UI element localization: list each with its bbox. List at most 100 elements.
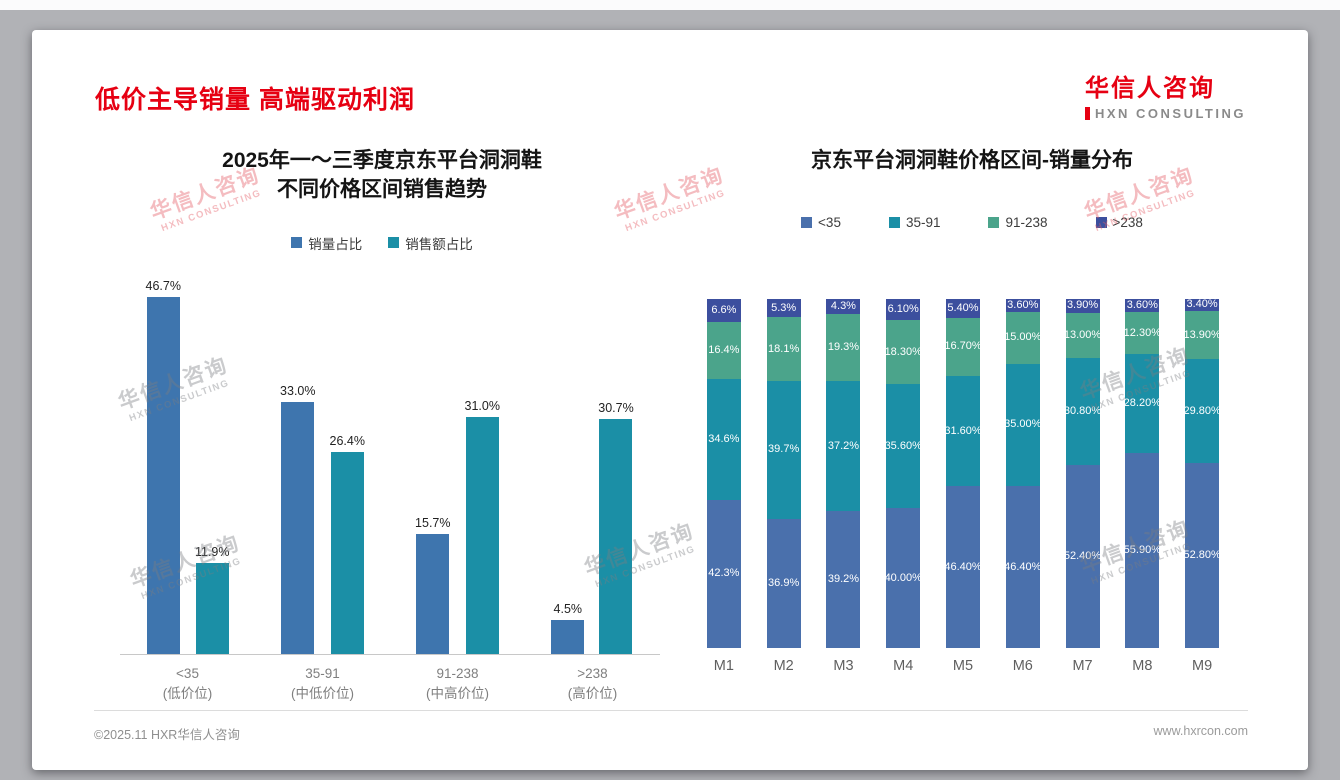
trend-chart-title-line2: 不同价格区间销售趋势 xyxy=(277,178,487,202)
logo-cn-text: 华信人咨询 xyxy=(1084,75,1215,102)
stack-column: 3.40% 13.90% 29.80% 52.80% M9 xyxy=(1172,299,1232,674)
legend-swatch xyxy=(888,217,900,229)
stack-column: 3.90% 13.00% 30.80% 52.40% M7 xyxy=(1053,299,1113,674)
segment-value-label: 40.00% xyxy=(886,571,921,584)
company-logo: 华信人咨询 HXN CONSULTING xyxy=(1084,68,1246,121)
bar xyxy=(465,417,499,654)
category-tier: (高价位) xyxy=(567,686,618,702)
stack: 3.60% 12.30% 28.20% 55.90% xyxy=(1125,299,1160,648)
segment-value-label: 36.9% xyxy=(768,577,800,590)
bar-value-label: 33.0% xyxy=(280,383,316,398)
logo-red-bar-icon xyxy=(1084,107,1090,120)
bar xyxy=(195,563,229,654)
month-label: M1 xyxy=(713,658,734,674)
category-tier: (低价位) xyxy=(162,686,213,702)
segment-value-label: 13.90% xyxy=(1185,328,1220,341)
legend-swatch xyxy=(1095,217,1107,229)
stack: 6.6% 16.4% 34.6% 42.3% xyxy=(706,299,741,648)
stack-column: 5.3% 18.1% 39.7% 36.9% M2 xyxy=(754,299,814,674)
stack-segment: 16.70% xyxy=(945,317,980,377)
trend-legend: 销量占比 销售额占比 xyxy=(92,233,672,253)
month-label: M2 xyxy=(773,658,794,674)
stack-segment: 15.00% xyxy=(1005,311,1040,364)
segment-value-label: 39.2% xyxy=(827,573,860,586)
segment-value-label: 31.60% xyxy=(945,424,980,437)
segment-value-label: 42.3% xyxy=(708,567,740,580)
stack-segment: 37.2% xyxy=(826,381,861,512)
segment-value-label: 4.3% xyxy=(830,300,856,312)
segment-value-label: 16.70% xyxy=(945,340,980,353)
stack-column: 3.60% 12.30% 28.20% 55.90% M8 xyxy=(1112,299,1172,674)
bar-wrap: 26.4% xyxy=(330,434,365,654)
stack-segment: 13.90% xyxy=(1185,310,1220,360)
stack-segment: 31.60% xyxy=(945,376,980,487)
stack-segment: 42.3% xyxy=(706,500,741,648)
stack-column: 4.3% 19.3% 37.2% 39.2% M3 xyxy=(814,299,874,674)
segment-value-label: 15.00% xyxy=(1005,331,1040,344)
stack-segment: 3.60% xyxy=(1005,299,1040,312)
bar-group: 33.0% 26.4% xyxy=(255,272,390,655)
stack-segment: 3.60% xyxy=(1125,299,1160,312)
stack-segment: 6.6% xyxy=(706,299,741,323)
stack-segment: 52.80% xyxy=(1185,463,1220,648)
legend-item: >238 xyxy=(1095,215,1143,231)
stack-segment: 3.40% xyxy=(1185,299,1220,311)
segment-value-label: 19.3% xyxy=(827,341,860,354)
category-tier: (中低价位) xyxy=(291,686,354,702)
bar xyxy=(146,297,180,654)
legend-label: >238 xyxy=(1112,215,1143,231)
trend-chart-title-line1: 2025年一～三季度京东平台洞洞鞋 xyxy=(222,149,542,172)
stack-segment: 6.10% xyxy=(886,299,921,321)
legend-label: 35-91 xyxy=(905,215,941,231)
bar xyxy=(281,401,315,654)
stack-segment: 3.90% xyxy=(1065,299,1100,313)
stack: 5.40% 16.70% 31.60% 46.40% xyxy=(945,299,980,648)
legend-item: 91-238 xyxy=(988,215,1048,230)
category-range: 91-238 xyxy=(436,666,479,681)
stack-segment: 39.7% xyxy=(766,380,801,520)
segment-value-label: 3.60% xyxy=(1007,299,1039,311)
stack-segment: 36.9% xyxy=(766,519,801,648)
bar-wrap: 46.7% xyxy=(146,279,181,654)
segment-value-label: 37.2% xyxy=(827,439,860,452)
legend-swatch xyxy=(801,217,813,229)
segment-value-label: 39.7% xyxy=(768,443,800,456)
bar-value-label: 11.9% xyxy=(194,545,230,560)
segment-value-label: 18.1% xyxy=(768,342,800,355)
bar-wrap: 4.5% xyxy=(551,601,585,654)
category-range: <35 xyxy=(176,666,199,681)
segment-value-label: 3.90% xyxy=(1066,299,1099,312)
footer-copyright: ©2025.11 HXR华信人咨询 xyxy=(94,728,240,742)
stack: 5.3% 18.1% 39.7% 36.9% xyxy=(766,299,801,648)
logo-en-text: HXN CONSULTING xyxy=(1094,106,1246,121)
segment-value-label: 30.80% xyxy=(1065,405,1100,418)
segment-value-label: 13.00% xyxy=(1065,328,1100,341)
bar xyxy=(330,452,364,654)
legend-item: 销售额占比 xyxy=(388,233,473,253)
bar xyxy=(551,619,585,654)
segment-value-label: 16.4% xyxy=(708,344,740,357)
legend-item: <35 xyxy=(801,215,841,230)
category-label: >238 (高价位) xyxy=(525,655,660,705)
segment-value-label: 28.20% xyxy=(1125,397,1160,410)
legend-label: 销售额占比 xyxy=(405,236,473,252)
stack: 3.60% 15.00% 35.00% 46.40% xyxy=(1005,299,1040,648)
bar-value-label: 15.7% xyxy=(415,516,451,531)
page-title: 低价主导销量 高端驱动利润 xyxy=(95,86,415,114)
distribution-chart-title: 京东平台洞洞鞋价格区间-销量分布 xyxy=(811,149,1133,172)
stack-segment: 34.6% xyxy=(706,379,741,501)
footer-website: www.hxrcon.com xyxy=(1153,724,1248,738)
month-label: M4 xyxy=(893,658,914,674)
category-tier: (中高价位) xyxy=(426,686,489,702)
category-range: 35-91 xyxy=(305,666,340,681)
bar-value-label: 4.5% xyxy=(553,601,583,616)
stack-segment: 16.4% xyxy=(706,322,741,380)
month-label: M8 xyxy=(1132,658,1153,674)
stack-column: 6.10% 18.30% 35.60% 40.00% M4 xyxy=(873,299,933,674)
distribution-legend: <35 35-91 91-238 >238 xyxy=(692,215,1252,230)
legend-swatch xyxy=(291,237,303,249)
stack-column: 6.6% 16.4% 34.6% 42.3% M1 xyxy=(694,299,754,674)
stack-segment: 29.80% xyxy=(1185,359,1220,464)
segment-value-label: 46.40% xyxy=(945,560,980,573)
bar-wrap: 33.0% xyxy=(280,383,316,654)
